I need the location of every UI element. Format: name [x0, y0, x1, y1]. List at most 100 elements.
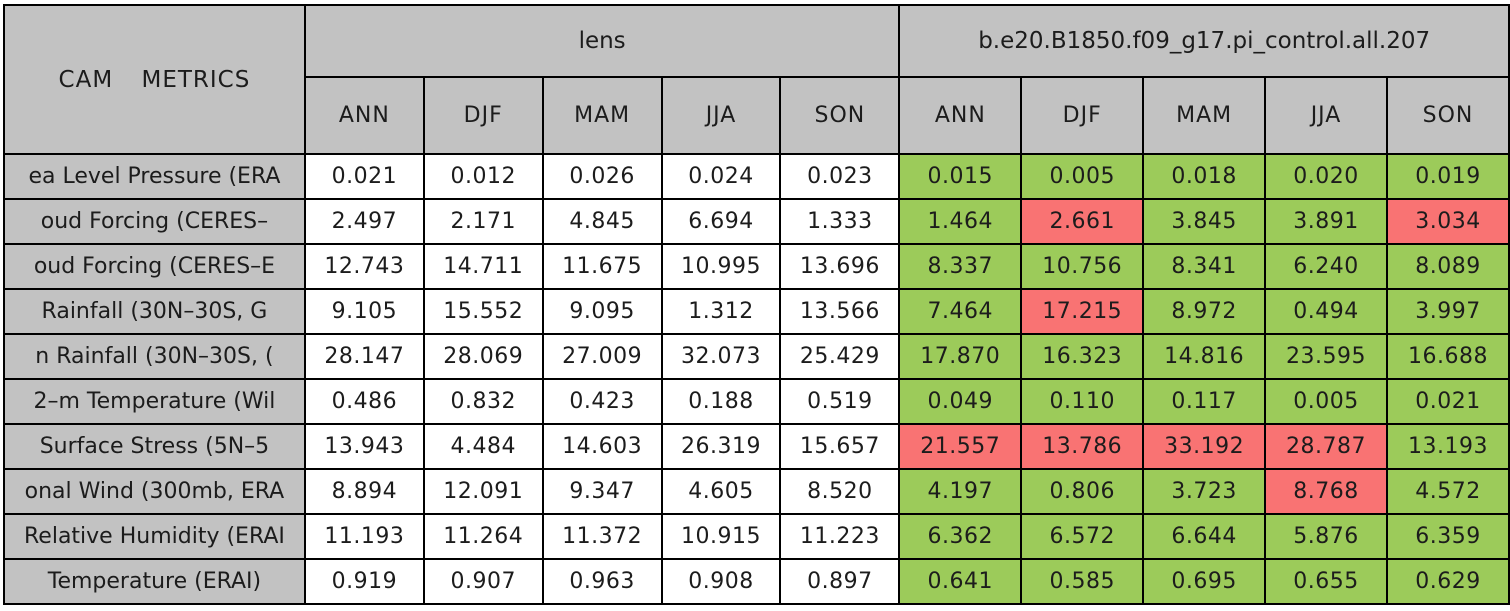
control-value-cell: 0.015	[898, 153, 1023, 200]
lens-value-cell: 9.347	[541, 468, 663, 515]
control-value-cell: 0.021	[1385, 378, 1510, 425]
control-value-cell: 0.049	[898, 378, 1023, 425]
control-value-cell: 4.197	[898, 468, 1023, 515]
metric-row: n Rainfall (30N–30S, ( 28.147 28.069 27.…	[3, 333, 1510, 380]
lens-value-cell: 14.711	[422, 243, 544, 290]
metrics-table-viewport: CAM METRICS lens b.e20.B1850.f09_g17.pi_…	[3, 4, 1510, 609]
lens-value-cell: 0.963	[541, 558, 663, 605]
season-header: JJA	[1264, 76, 1388, 155]
season-header: ANN	[303, 76, 425, 155]
control-value-cell: 8.341	[1142, 243, 1267, 290]
control-value-cell: 0.019	[1385, 153, 1510, 200]
lens-value-cell: 0.024	[660, 153, 782, 200]
metric-label: ea Level Pressure (ERA	[3, 153, 306, 200]
lens-value-cell: 0.919	[303, 558, 425, 605]
control-value-cell: 3.723	[1142, 468, 1267, 515]
control-value-cell: 3.891	[1264, 198, 1388, 245]
lens-value-cell: 11.264	[422, 513, 544, 560]
lens-value-cell: 12.091	[422, 468, 544, 515]
lens-value-cell: 13.943	[303, 423, 425, 470]
season-header: SON	[779, 76, 901, 155]
lens-value-cell: 9.095	[541, 288, 663, 335]
control-value-cell: 0.629	[1385, 558, 1510, 605]
group-header-lens: lens	[303, 4, 901, 78]
cam-metrics-table: CAM METRICS lens b.e20.B1850.f09_g17.pi_…	[3, 4, 1510, 605]
control-value-cell: 17.215	[1020, 288, 1145, 335]
control-value-cell: 6.644	[1142, 513, 1267, 560]
control-value-cell: 10.756	[1020, 243, 1145, 290]
metric-label: n Rainfall (30N–30S, (	[3, 333, 306, 380]
control-value-cell: 8.972	[1142, 288, 1267, 335]
lens-value-cell: 2.171	[422, 198, 544, 245]
lens-value-cell: 0.423	[541, 378, 663, 425]
control-value-cell: 5.876	[1264, 513, 1388, 560]
lens-value-cell: 8.520	[779, 468, 901, 515]
control-value-cell: 13.193	[1385, 423, 1510, 470]
metric-row: 2–m Temperature (Wil 0.486 0.832 0.423 0…	[3, 378, 1510, 425]
lens-value-cell: 25.429	[779, 333, 901, 380]
metric-row: oud Forcing (CERES–E 12.743 14.711 11.67…	[3, 243, 1510, 290]
lens-value-cell: 0.908	[660, 558, 782, 605]
metric-row: oud Forcing (CERES– 2.497 2.171 4.845 6.…	[3, 198, 1510, 245]
season-header: MAM	[1142, 76, 1267, 155]
control-value-cell: 0.018	[1142, 153, 1267, 200]
metric-label: Temperature (ERAI)	[3, 558, 306, 605]
lens-value-cell: 28.069	[422, 333, 544, 380]
control-value-cell: 0.695	[1142, 558, 1267, 605]
lens-value-cell: 11.223	[779, 513, 901, 560]
control-value-cell: 23.595	[1264, 333, 1388, 380]
lens-value-cell: 27.009	[541, 333, 663, 380]
season-header: DJF	[422, 76, 544, 155]
metric-label: Relative Humidity (ERAI	[3, 513, 306, 560]
lens-value-cell: 11.372	[541, 513, 663, 560]
control-value-cell: 6.240	[1264, 243, 1388, 290]
control-value-cell: 6.359	[1385, 513, 1510, 560]
lens-value-cell: 0.021	[303, 153, 425, 200]
lens-value-cell: 10.915	[660, 513, 782, 560]
control-value-cell: 3.997	[1385, 288, 1510, 335]
control-value-cell: 16.323	[1020, 333, 1145, 380]
lens-value-cell: 11.675	[541, 243, 663, 290]
lens-value-cell: 1.333	[779, 198, 901, 245]
lens-value-cell: 0.832	[422, 378, 544, 425]
lens-value-cell: 9.105	[303, 288, 425, 335]
metric-row: Surface Stress (5N–5 13.943 4.484 14.603…	[3, 423, 1510, 470]
season-header: DJF	[1020, 76, 1145, 155]
lens-value-cell: 12.743	[303, 243, 425, 290]
lens-value-cell: 6.694	[660, 198, 782, 245]
lens-value-cell: 0.907	[422, 558, 544, 605]
season-header: ANN	[898, 76, 1023, 155]
metric-label: Rainfall (30N–30S, G	[3, 288, 306, 335]
control-value-cell: 0.005	[1264, 378, 1388, 425]
group-header-row: CAM METRICS lens b.e20.B1850.f09_g17.pi_…	[3, 4, 1510, 155]
lens-value-cell: 13.566	[779, 288, 901, 335]
lens-value-cell: 0.026	[541, 153, 663, 200]
season-header-row: ANN DJF MAM JJA SON ANN DJF MAM JJA SON	[4, 76, 1510, 155]
control-value-cell: 0.641	[898, 558, 1023, 605]
control-value-cell: 0.655	[1264, 558, 1388, 605]
lens-value-cell: 4.605	[660, 468, 782, 515]
control-value-cell: 8.089	[1385, 243, 1510, 290]
lens-value-cell: 8.894	[303, 468, 425, 515]
control-value-cell: 13.786	[1020, 423, 1145, 470]
lens-value-cell: 0.188	[660, 378, 782, 425]
metric-row: Temperature (ERAI) 0.919 0.907 0.963 0.9…	[3, 558, 1510, 605]
control-value-cell: 0.005	[1020, 153, 1145, 200]
metric-row: Rainfall (30N–30S, G 9.105 15.552 9.095 …	[3, 288, 1510, 335]
lens-value-cell: 0.486	[303, 378, 425, 425]
season-header: JJA	[660, 76, 782, 155]
lens-value-cell: 26.319	[660, 423, 782, 470]
control-value-cell: 6.362	[898, 513, 1023, 560]
control-value-cell: 17.870	[898, 333, 1023, 380]
lens-value-cell: 0.012	[422, 153, 544, 200]
lens-value-cell: 2.497	[303, 198, 425, 245]
control-value-cell: 28.787	[1264, 423, 1388, 470]
season-header: MAM	[541, 76, 663, 155]
lens-value-cell: 0.897	[779, 558, 901, 605]
control-value-cell: 0.494	[1264, 288, 1388, 335]
lens-value-cell: 4.845	[541, 198, 663, 245]
control-value-cell: 3.034	[1385, 198, 1510, 245]
metric-label: oud Forcing (CERES–	[3, 198, 306, 245]
lens-value-cell: 32.073	[660, 333, 782, 380]
control-value-cell: 21.557	[898, 423, 1023, 470]
